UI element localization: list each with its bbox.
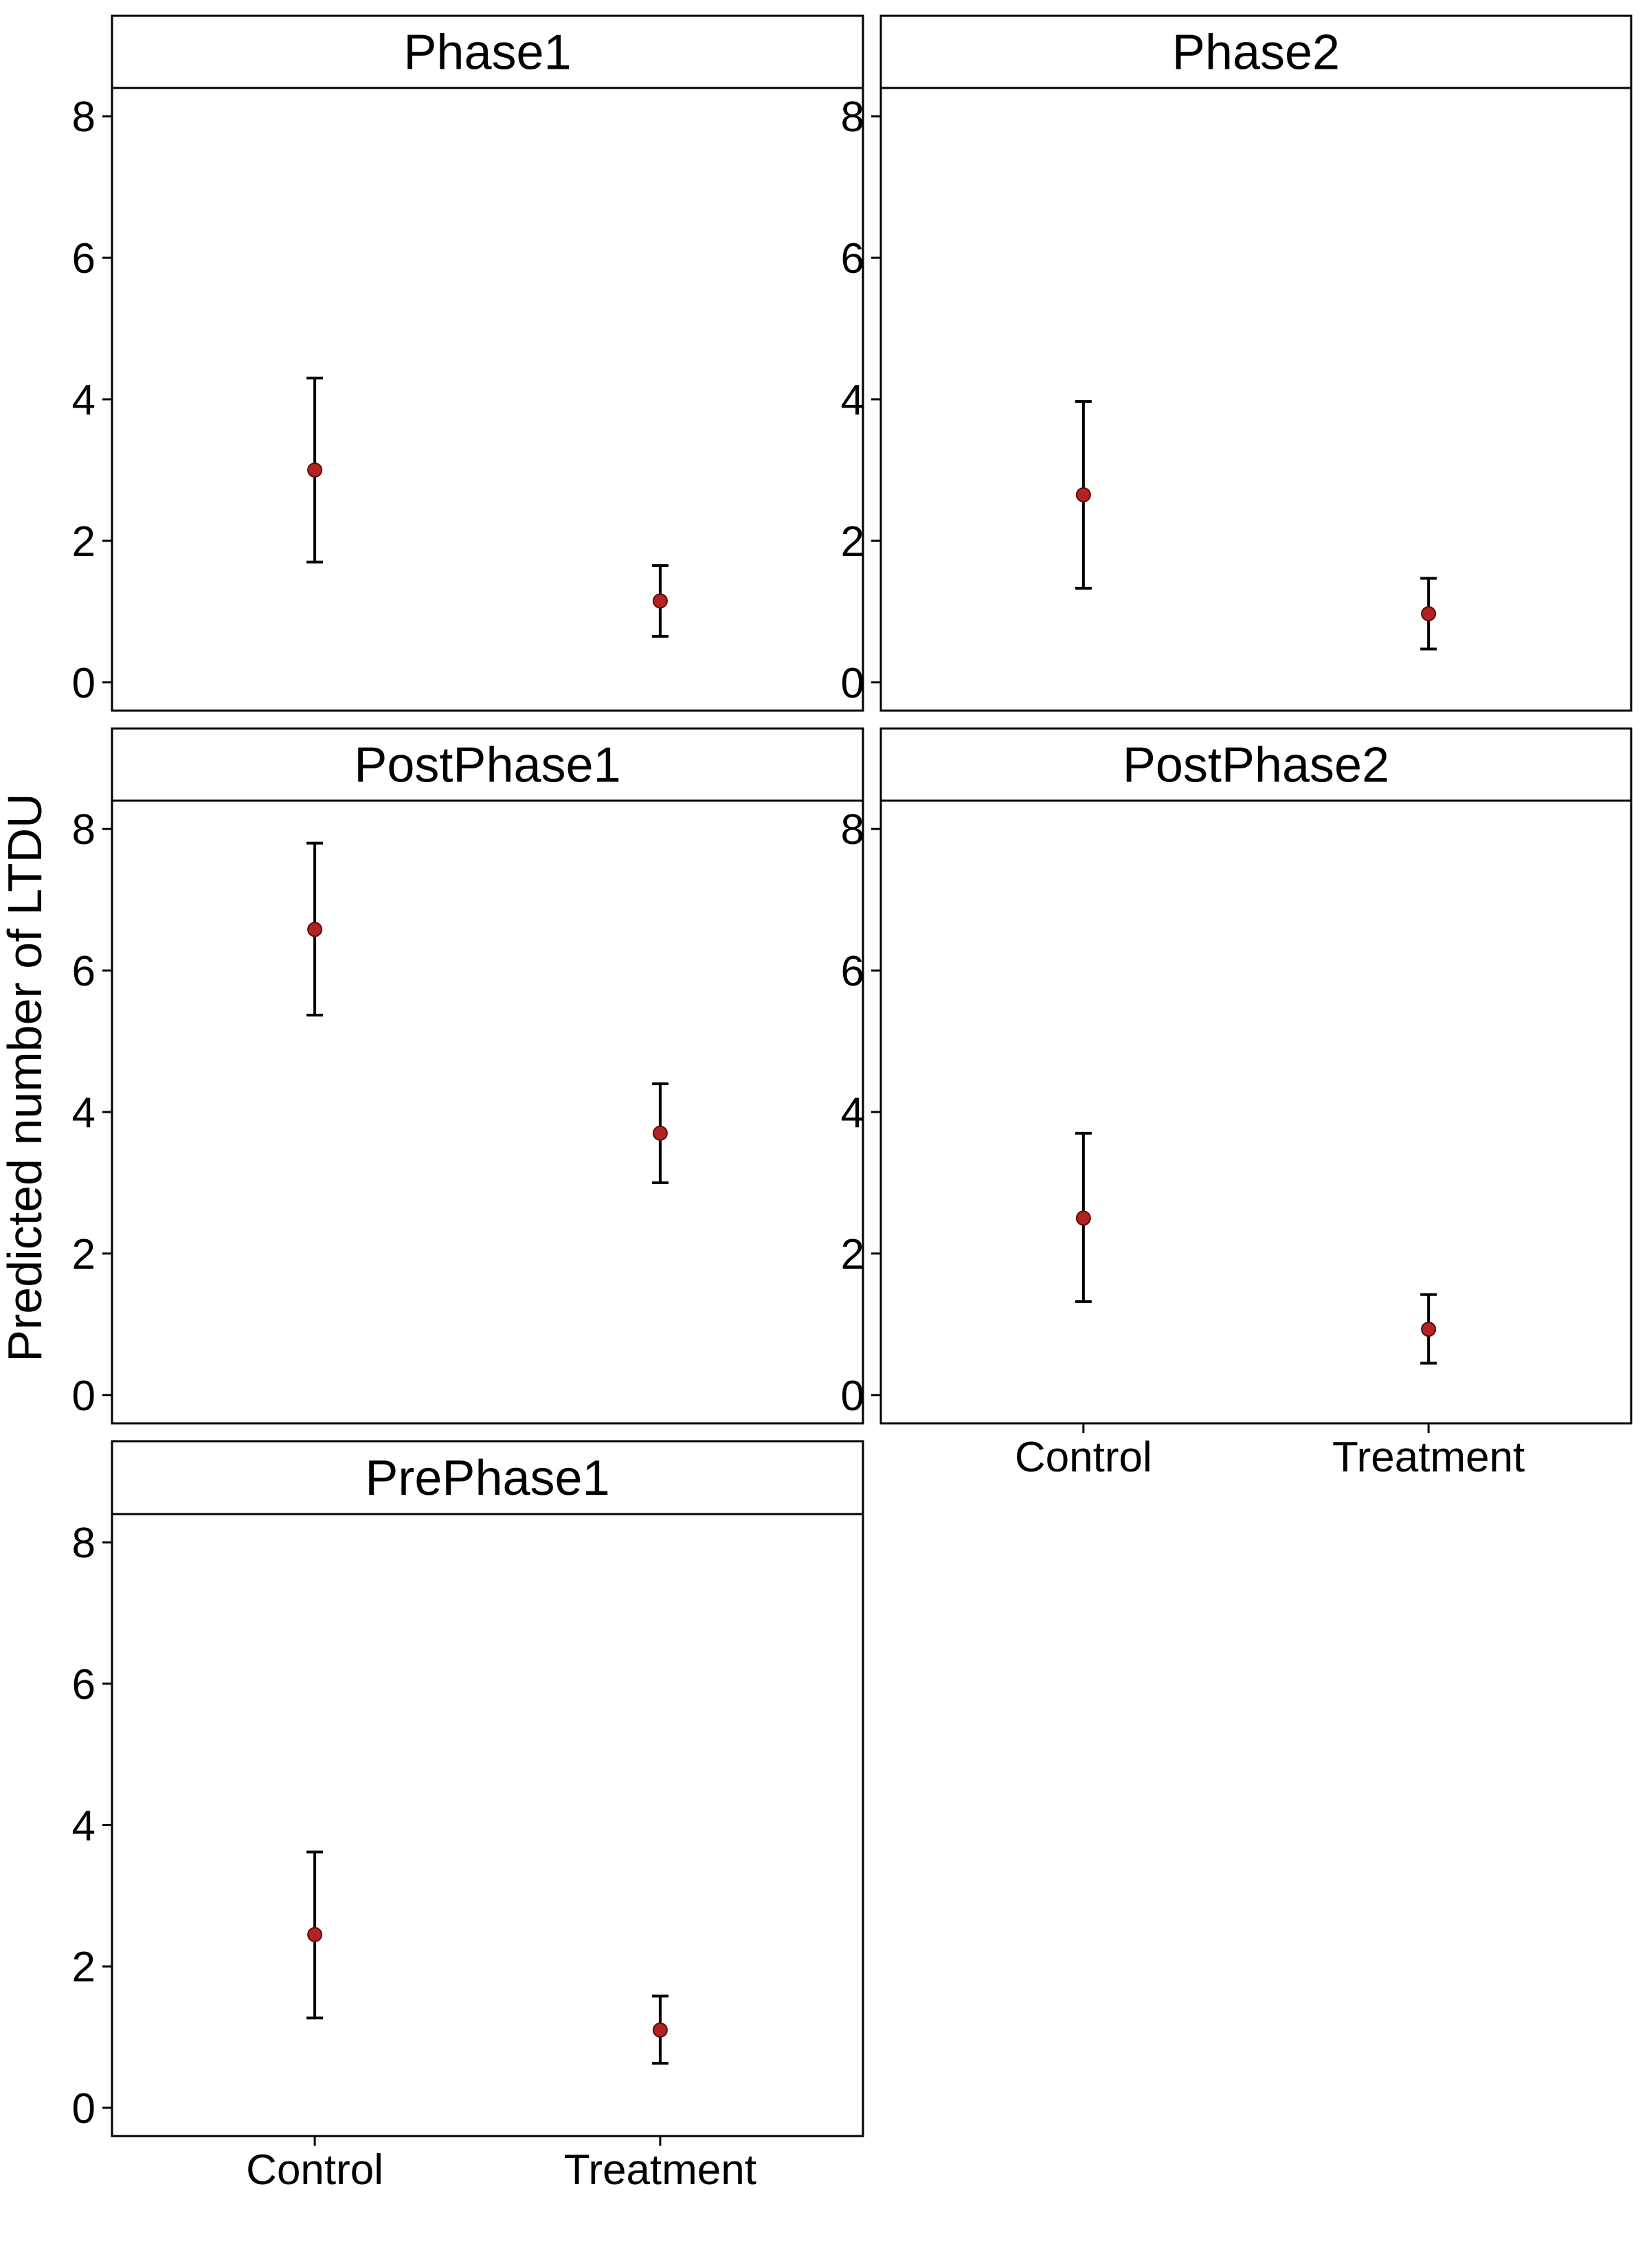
data-point-treatment: [1421, 1322, 1437, 1337]
x-tick-label: Treatment: [564, 2146, 756, 2194]
y-tick-label: 2: [841, 1231, 864, 1278]
panel-border: [111, 799, 864, 1425]
facet-panel-postphase2: PostPhase2 0 2 4 6 8 Control Treatment: [841, 727, 1633, 1481]
y-tick-label: 0: [72, 2085, 96, 2133]
strip-background: [111, 1440, 864, 1515]
y-tick-label: 0: [841, 1372, 864, 1420]
x-tick-label: Control: [246, 2146, 383, 2194]
y-tick-label: 0: [841, 660, 864, 707]
y-tick-label: 8: [841, 93, 864, 141]
data-point-treatment: [652, 2022, 668, 2038]
y-tick-label: 6: [72, 948, 96, 995]
y-tick-label: 6: [72, 235, 96, 282]
y-tick-label: 8: [72, 806, 96, 854]
data-point-control: [307, 462, 323, 478]
data-point-control: [307, 922, 323, 937]
y-tick-label: 0: [72, 1372, 96, 1420]
strip-label: PostPhase1: [354, 738, 620, 793]
data-point-control: [1075, 1210, 1091, 1226]
strip-background: [879, 14, 1633, 89]
y-tick-label: 8: [72, 93, 96, 141]
y-tick-label: 6: [72, 1661, 96, 1709]
x-tick-label: Treatment: [1332, 1434, 1525, 1481]
strip-label: Phase1: [403, 25, 571, 80]
strip-label: PostPhase2: [1123, 738, 1389, 793]
panel-border: [111, 1513, 864, 2137]
strip-label: Phase2: [1172, 25, 1340, 80]
strip-background: [879, 727, 1633, 802]
y-tick-label: 2: [72, 518, 96, 566]
y-tick-label: 4: [72, 1089, 96, 1137]
y-tick-label: 4: [72, 377, 96, 424]
y-axis-title: Predicted number of LTDU: [0, 793, 52, 1361]
y-tick-label: 2: [841, 518, 864, 566]
y-tick-label: 2: [72, 1944, 96, 1991]
data-point-control: [1075, 487, 1091, 502]
panel-border: [879, 87, 1633, 712]
y-tick-label: 2: [72, 1231, 96, 1278]
data-point-treatment: [1421, 605, 1437, 621]
x-tick-label: Control: [1015, 1434, 1152, 1481]
strip-background: [111, 14, 864, 89]
panels: Phase102468Phase202468PostPhase102468Pos…: [72, 14, 1633, 2194]
strip-label: PrePhase1: [365, 1451, 609, 1506]
facet-panel-prephase1: PrePhase1 0 2 4 6 8 Control Treatment: [72, 1440, 864, 2194]
y-tick-label: 8: [72, 1520, 96, 1567]
panel-border: [111, 87, 864, 712]
data-point-control: [307, 1926, 323, 1942]
y-tick-label: 4: [841, 377, 864, 424]
y-tick-label: 4: [72, 1803, 96, 1850]
panel-border: [879, 799, 1633, 1425]
y-tick-label: 4: [841, 1089, 864, 1137]
y-tick-label: 6: [841, 948, 864, 995]
y-tick-label: 6: [841, 235, 864, 282]
facet-panel-postphase1: PostPhase1 0 2 4 6 8: [72, 727, 864, 1425]
strip-background: [111, 727, 864, 802]
y-tick-label: 0: [72, 660, 96, 707]
facet-panel-phase2: Phase2 0 2 4 6 8: [841, 14, 1633, 712]
facet-panel-phase1: Phase1 0 2 4 6 8: [72, 14, 864, 712]
data-point-treatment: [652, 593, 668, 609]
data-point-treatment: [652, 1125, 668, 1141]
y-tick-label: 8: [841, 806, 864, 854]
